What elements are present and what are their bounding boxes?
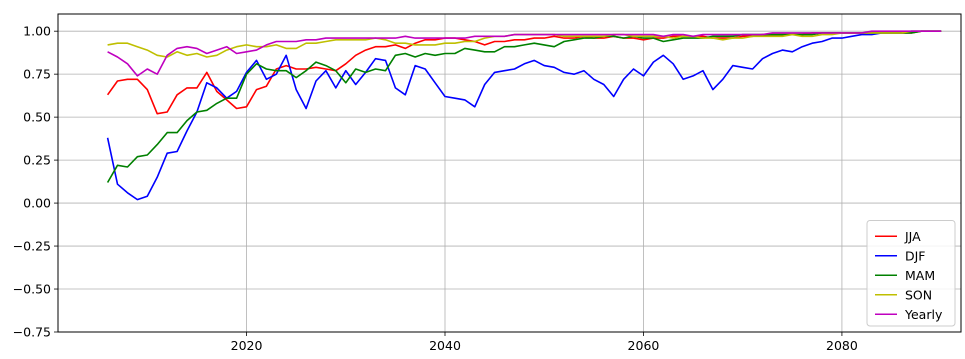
grid-lines — [58, 14, 961, 333]
series-lines — [106, 30, 942, 201]
x-tick-label: 2020 — [231, 338, 263, 353]
legend: JJA DJF MAM SON Yearly — [866, 220, 956, 327]
y-tick-label: 0.25 — [23, 153, 51, 168]
y-tick-label: −0.50 — [13, 282, 51, 297]
legend-box — [866, 220, 956, 327]
legend-label-mam: MAM — [905, 268, 935, 283]
legend-label-jja: JJA — [904, 229, 921, 244]
series-line-djf — [106, 30, 942, 201]
series-line-mam — [106, 30, 942, 183]
legend-label-yearly: Yearly — [904, 307, 943, 322]
y-tick-label: −0.75 — [13, 325, 51, 340]
y-tick-label: −0.25 — [13, 239, 51, 254]
legend-label-son: SON — [905, 287, 932, 302]
x-tick-label: 2040 — [429, 338, 461, 353]
axis-ticks: −0.75 −0.50 −0.25 0.00 0.25 0.50 0.75 1.00 2020 2… — [13, 24, 858, 353]
y-tick-label: 0.75 — [23, 67, 51, 82]
y-tick-label: 0.50 — [23, 110, 51, 125]
x-tick-label: 2060 — [628, 338, 660, 353]
y-tick-label: 1.00 — [23, 24, 51, 39]
series-line-yearly — [107, 30, 942, 77]
plot-frame — [57, 13, 962, 333]
legend-label-djf: DJF — [905, 248, 926, 263]
x-tick-label: 2080 — [826, 338, 858, 353]
y-tick-label: 0.00 — [23, 196, 51, 211]
series-line-jja — [106, 30, 942, 115]
